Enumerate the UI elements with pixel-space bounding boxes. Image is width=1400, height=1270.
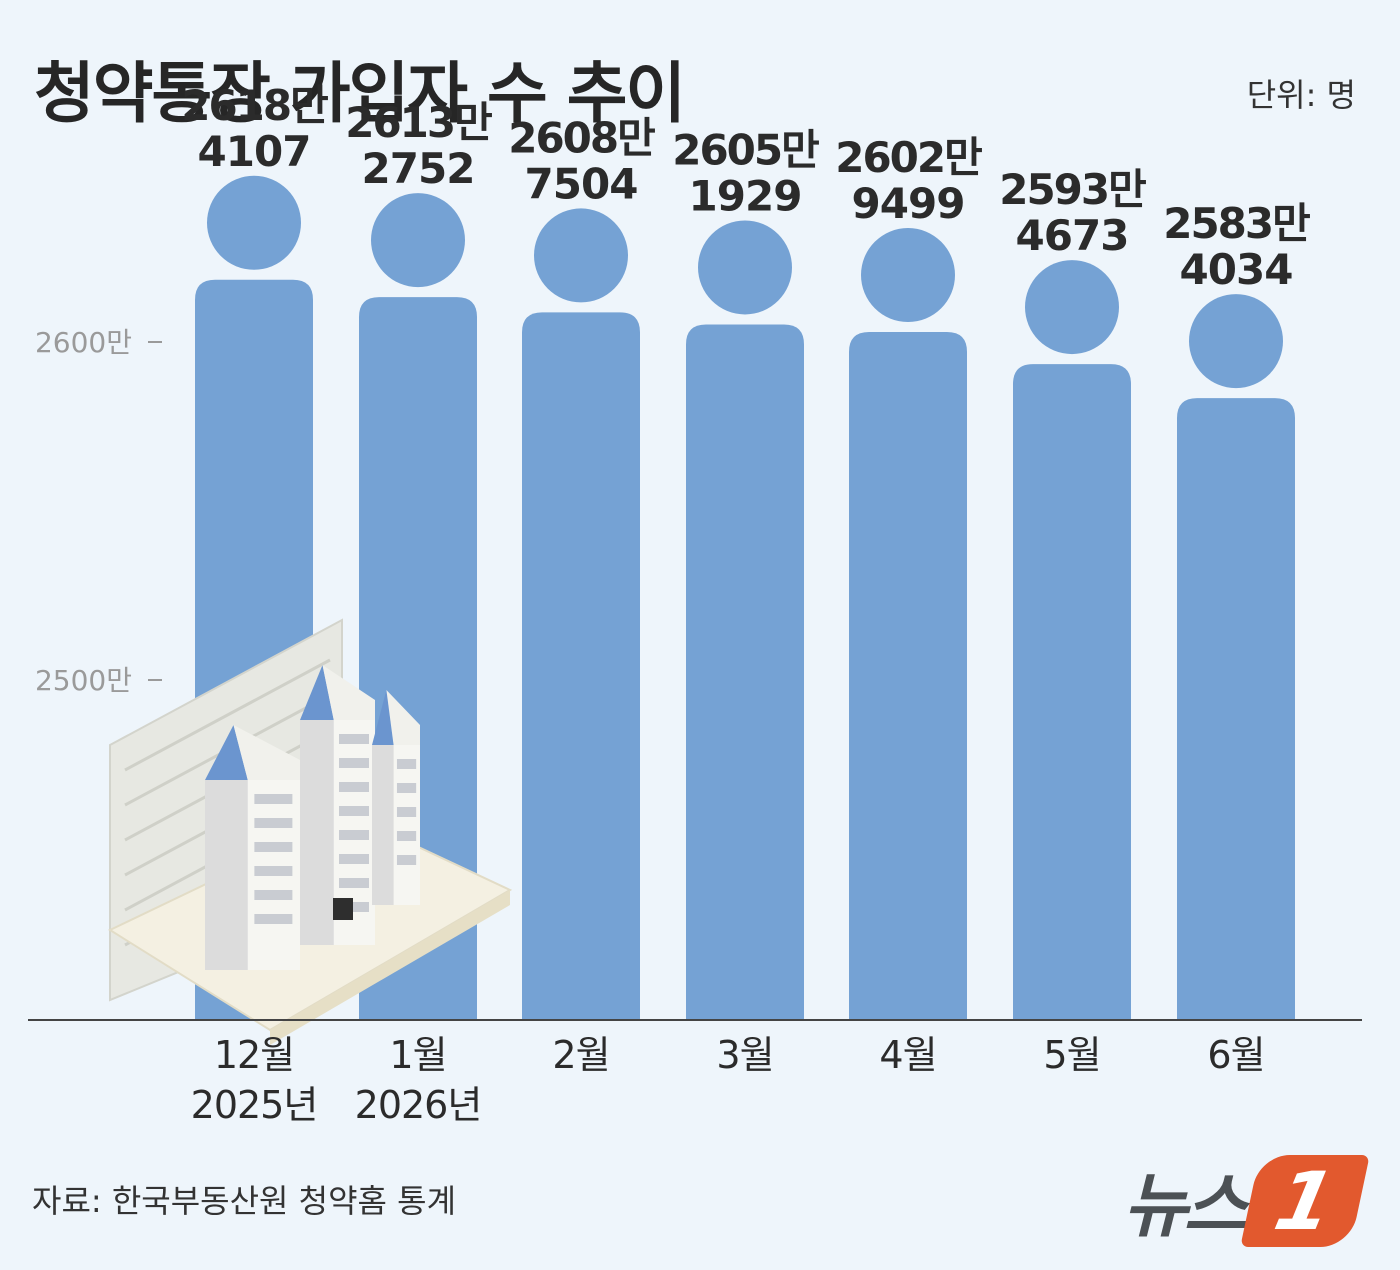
- building-roof: [372, 690, 394, 745]
- window: [254, 842, 293, 852]
- bar-3: [522, 208, 640, 1020]
- x-tick-label: 1월: [389, 1033, 446, 1077]
- logo-text: 뉴스: [1123, 1165, 1248, 1247]
- x-tick-label: 2월: [552, 1033, 609, 1077]
- window: [396, 831, 417, 841]
- window: [339, 854, 369, 864]
- bar-head: [698, 220, 792, 315]
- building-roof-side: [322, 665, 375, 720]
- data-label-line1: 2583만: [1163, 199, 1310, 248]
- bar-4: [686, 220, 804, 1020]
- source-note: 자료: 한국부동산원 청약홈 통계: [32, 1182, 457, 1220]
- bar-body: [1013, 364, 1131, 1020]
- data-label-line2: 7504: [525, 159, 638, 208]
- logo-mark: 1: [1240, 1154, 1370, 1247]
- document-line: [124, 658, 331, 772]
- data-label-line1: 2608만: [508, 113, 655, 162]
- window: [396, 759, 417, 769]
- bar-head: [861, 228, 955, 323]
- x-tick-label: 4월: [879, 1033, 936, 1077]
- window: [396, 855, 417, 865]
- building-front: [393, 745, 420, 905]
- data-label-line2: 4034: [1180, 245, 1293, 294]
- data-label-line2: 9499: [852, 179, 965, 228]
- window: [339, 806, 369, 816]
- window: [339, 758, 369, 768]
- bar-head: [534, 208, 628, 303]
- page-title: 청약통장 가입자 수 추이: [34, 55, 686, 132]
- building-roof-side: [386, 690, 420, 745]
- window: [254, 890, 293, 900]
- window: [339, 830, 369, 840]
- window: [254, 914, 293, 924]
- window: [254, 818, 293, 828]
- window: [339, 782, 369, 792]
- data-label-line1: 2602만: [835, 133, 982, 182]
- building-roof-side: [233, 725, 300, 780]
- bar-5: [849, 228, 967, 1021]
- x-tick-label: 3월: [716, 1033, 773, 1077]
- y-tick-label: 2500만: [35, 664, 132, 697]
- bar-body: [522, 312, 640, 1020]
- window: [396, 783, 417, 793]
- data-label-line2: 2752: [362, 144, 475, 193]
- window: [339, 734, 369, 744]
- data-label-line2: 4673: [1016, 211, 1129, 260]
- unit-label: 단위: 명: [1246, 76, 1356, 114]
- apartment-buildings-on-document-icon: [107, 618, 513, 1045]
- window: [254, 794, 293, 804]
- x-tick-label: 5월: [1043, 1033, 1100, 1077]
- bar-7: [1177, 294, 1295, 1020]
- building-right: [372, 690, 420, 905]
- window: [339, 878, 369, 888]
- news1-logo: 뉴스 1: [1123, 1150, 1370, 1251]
- y-tick-label: 2600만: [35, 326, 132, 359]
- bar-head: [1189, 294, 1283, 389]
- data-label-line1: 2618만: [181, 81, 328, 130]
- bar-6: [1013, 260, 1131, 1020]
- data-label-line1: 2613만: [345, 98, 492, 147]
- x-tick-label: 6월: [1207, 1033, 1264, 1077]
- data-label-line1: 2593만: [999, 165, 1146, 214]
- window: [339, 902, 369, 912]
- ground-plate-edge: [270, 890, 510, 1045]
- window: [396, 807, 417, 817]
- bar-head: [371, 193, 465, 288]
- x-tick-label: 2026년: [355, 1083, 482, 1127]
- bar-head: [1025, 260, 1119, 355]
- bar-body: [686, 324, 804, 1020]
- data-label-line2: 4107: [198, 127, 311, 176]
- x-tick-label: 2025년: [191, 1083, 318, 1127]
- data-label-line2: 1929: [689, 171, 802, 220]
- building-door: [333, 898, 353, 920]
- bar-head: [207, 175, 301, 270]
- bar-body: [1177, 398, 1295, 1020]
- x-tick-label: 12월: [214, 1033, 294, 1077]
- bar-body: [849, 332, 967, 1021]
- window: [254, 866, 293, 876]
- building-left: [205, 725, 300, 970]
- data-label-line1: 2605만: [672, 125, 819, 174]
